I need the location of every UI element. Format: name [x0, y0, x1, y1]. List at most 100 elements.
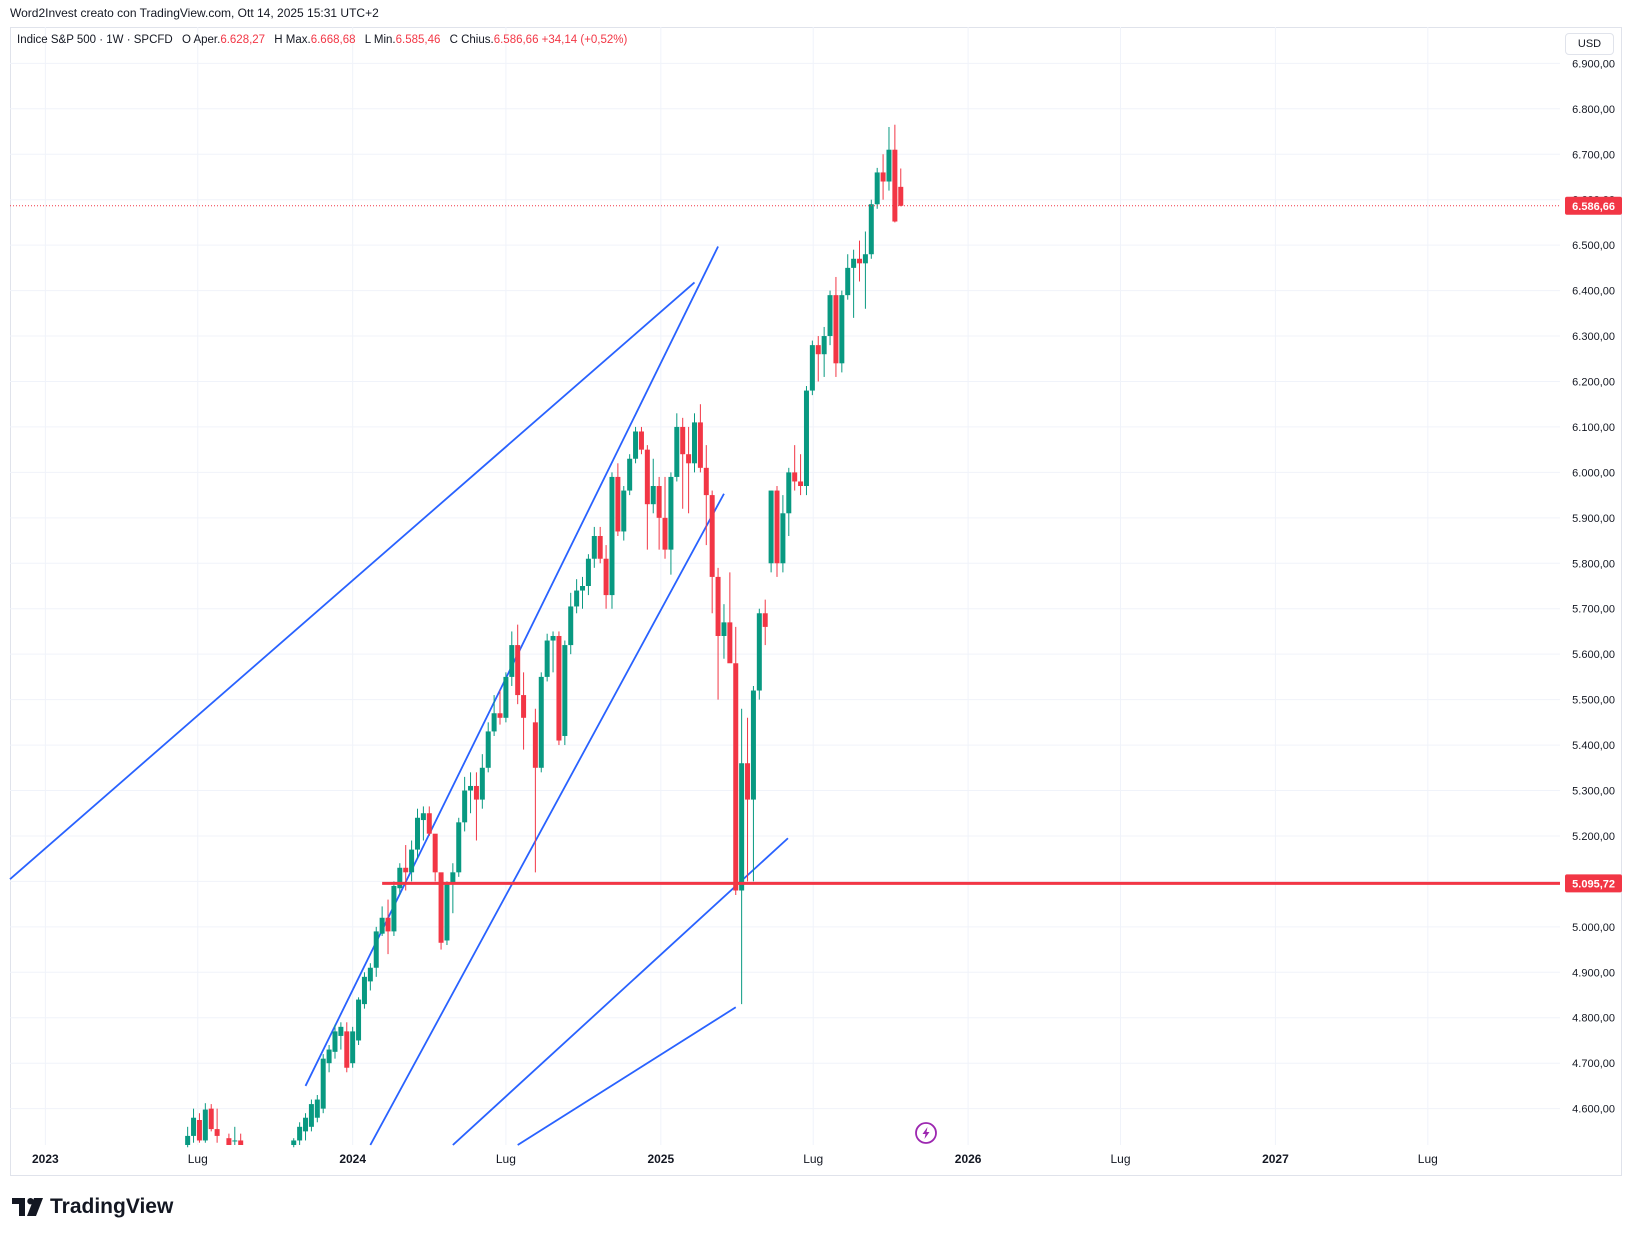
- price-tick-label: 6.900,00: [1572, 58, 1615, 70]
- candle: [868, 199, 874, 259]
- candle: [621, 486, 627, 541]
- candle-body: [191, 1117, 197, 1136]
- candle: [544, 633, 550, 682]
- candle-body: [403, 867, 409, 873]
- candle: [650, 458, 656, 514]
- candle: [756, 608, 762, 700]
- time-tick-label: Lug: [1110, 1152, 1130, 1166]
- candle: [697, 404, 703, 473]
- candle: [556, 631, 562, 746]
- candle: [827, 290, 833, 346]
- candle: [456, 817, 462, 877]
- candle: [898, 168, 904, 207]
- time-axis: 2023 Lug 2024 Lug 2025 Lug 2026 Lug 2027 Lug: [32, 1152, 1438, 1166]
- candle-body: [226, 1138, 232, 1145]
- candle: [420, 806, 426, 841]
- candle-body: [857, 258, 863, 264]
- candle-body: [680, 426, 686, 455]
- candle-body: [739, 763, 745, 891]
- candle-body: [238, 1140, 244, 1145]
- candle: [208, 1104, 214, 1132]
- candle: [680, 417, 686, 509]
- candle-body: [862, 254, 868, 264]
- price-tick-label: 6.100,00: [1572, 422, 1615, 434]
- candle-body: [432, 833, 438, 873]
- lightning-icon[interactable]: [915, 1122, 937, 1144]
- candle: [485, 722, 491, 773]
- currency-button[interactable]: USD: [1565, 33, 1614, 55]
- candle-body: [562, 645, 568, 736]
- candle-body: [703, 467, 709, 496]
- candle-body: [574, 590, 580, 607]
- candle-body: [515, 645, 521, 696]
- candle-body: [397, 867, 403, 889]
- candle: [350, 1026, 356, 1068]
- candle-body: [809, 345, 815, 391]
- candle-body: [232, 1140, 238, 1142]
- candle: [845, 254, 851, 300]
- candle-body: [768, 490, 774, 564]
- price-tick-label: 5.500,00: [1572, 695, 1615, 707]
- candle-body: [733, 663, 739, 891]
- chart-frame: [10, 27, 1622, 1176]
- candle: [803, 386, 809, 496]
- candle-body: [697, 422, 703, 468]
- candle-body: [756, 613, 762, 691]
- candle-body: [762, 613, 768, 627]
- candle-body: [491, 713, 497, 732]
- candle-body: [338, 1026, 344, 1036]
- candle-body: [803, 390, 809, 487]
- candle: [750, 685, 756, 882]
- candle: [709, 490, 715, 614]
- candle: [809, 340, 815, 396]
- candle-body: [886, 149, 892, 182]
- candle: [426, 806, 432, 836]
- candle: [291, 1138, 297, 1148]
- candle-body: [609, 476, 615, 596]
- candle: [727, 572, 733, 664]
- candle-body: [332, 1031, 338, 1052]
- candle: [715, 567, 721, 700]
- candle: [874, 167, 880, 209]
- candle: [320, 1054, 326, 1114]
- time-tick-label: Lug: [496, 1152, 516, 1166]
- candle: [409, 840, 415, 882]
- candle-body: [656, 486, 662, 518]
- candle: [191, 1108, 197, 1143]
- legend-low-value: 6.585,46: [395, 34, 441, 46]
- candle-body: [426, 813, 432, 834]
- candle: [686, 426, 692, 514]
- candle: [798, 454, 804, 496]
- candle: [515, 624, 521, 705]
- candle: [615, 463, 621, 537]
- candle: [633, 426, 639, 464]
- candle: [585, 554, 591, 596]
- candle-body: [662, 517, 668, 550]
- price-tick-label: 5.700,00: [1572, 604, 1615, 616]
- candle-body: [845, 267, 851, 296]
- time-tick-label: 2023: [32, 1152, 59, 1166]
- time-tick-label: 2027: [1262, 1152, 1289, 1166]
- candle: [786, 467, 792, 537]
- legend-close-label: C: [449, 34, 458, 46]
- candle: [674, 413, 680, 482]
- candle-body: [686, 454, 692, 464]
- candle-body: [691, 422, 697, 464]
- candle-body: [344, 1031, 350, 1068]
- candle-body: [851, 258, 857, 268]
- candle-body: [668, 476, 674, 550]
- price-tick-label: 4.600,00: [1572, 1104, 1615, 1116]
- candle-body: [721, 622, 727, 636]
- candle-body: [509, 645, 515, 677]
- chart-grid: [10, 27, 1560, 1145]
- legend-symbol: Indice S&P 500 · 1W · SPCFD: [17, 34, 173, 46]
- price-badge-label: 5.095,72: [1572, 878, 1615, 890]
- tradingview-logo[interactable]: TradingView: [12, 1195, 173, 1219]
- candle: [314, 1095, 320, 1123]
- candle: [444, 881, 450, 946]
- price-tick-label: 6.300,00: [1572, 331, 1615, 343]
- candle-body: [792, 472, 798, 482]
- time-tick-label: Lug: [1418, 1152, 1438, 1166]
- candle: [379, 906, 385, 936]
